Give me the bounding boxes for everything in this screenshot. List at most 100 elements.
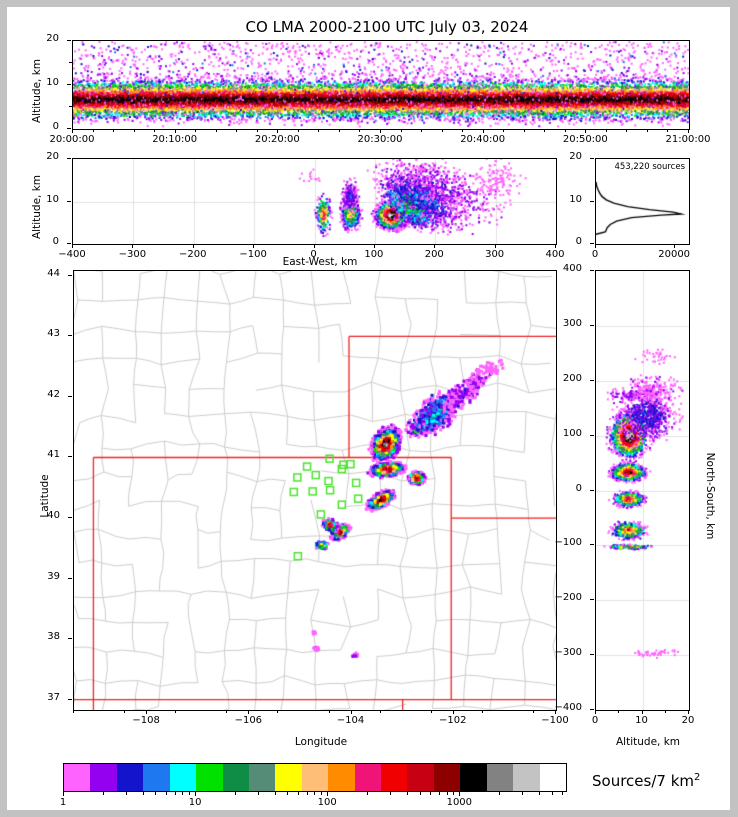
north-south-ylabel: North-South, km xyxy=(704,452,716,540)
colorbar-segment xyxy=(513,764,540,791)
tick-mark xyxy=(234,792,236,795)
colorbar-segment xyxy=(354,764,382,791)
tick-mark xyxy=(590,434,594,436)
tick-mark xyxy=(590,544,594,546)
tick-mark xyxy=(590,709,594,710)
colorbar-segment xyxy=(169,764,197,791)
tick-mark xyxy=(590,200,594,202)
x-tick-label: 20:50:00 xyxy=(562,134,608,145)
time-height-plot xyxy=(73,41,689,129)
tick-mark xyxy=(328,710,330,713)
y-tick-label: 200 xyxy=(562,372,582,384)
tick-mark xyxy=(421,129,423,132)
colorbar-segment xyxy=(90,764,117,791)
tick-mark xyxy=(400,129,402,132)
tick-mark xyxy=(146,710,148,714)
tick-mark xyxy=(446,792,448,795)
y-tick-label: 42 xyxy=(47,388,60,400)
tick-mark xyxy=(688,129,689,133)
y-tick-label: 37 xyxy=(47,691,60,703)
tick-mark xyxy=(287,792,289,795)
y-tick-label: 20 xyxy=(46,33,59,44)
x-tick-label: −106 xyxy=(234,715,263,726)
x-tick-label: −100 xyxy=(239,249,267,260)
tick-mark xyxy=(494,244,496,248)
tick-mark xyxy=(189,792,191,795)
tick-mark xyxy=(595,710,596,714)
colorbar-segment xyxy=(407,764,434,791)
tick-mark xyxy=(595,244,596,248)
y-tick-label: 0 xyxy=(52,121,59,132)
tick-mark xyxy=(538,792,540,795)
y-tick-label: 10 xyxy=(46,193,59,205)
x-tick-label: 20 xyxy=(681,715,695,726)
x-tick-label: −100 xyxy=(541,715,569,726)
x-tick-label: 20:00:00 xyxy=(49,134,95,145)
tick-mark xyxy=(452,710,454,714)
colorbar-tick-label: 1000 xyxy=(446,797,473,808)
figure-title: CO LMA 2000-2100 UTC July 03, 2024 xyxy=(245,18,529,36)
y-tick-label: 20 xyxy=(569,151,582,162)
tick-mark xyxy=(590,379,594,381)
tick-mark xyxy=(68,335,72,337)
tick-mark xyxy=(585,129,587,133)
tick-mark xyxy=(113,129,115,132)
y-tick-label: 0 xyxy=(575,236,582,247)
y-tick-label: 400 xyxy=(562,263,582,274)
y-tick-label: 20 xyxy=(46,151,59,162)
tick-mark xyxy=(327,792,329,796)
colorbar-label-sup: 2 xyxy=(694,772,701,783)
figure-page: CO LMA 2000-2100 UTC July 03, 2024 Altit… xyxy=(7,7,730,810)
tick-mark xyxy=(73,710,74,713)
x-tick-label: −300 xyxy=(118,249,147,260)
x-tick-label: 21:00:00 xyxy=(665,134,711,145)
colorbar-segment xyxy=(486,764,514,791)
tick-mark xyxy=(67,40,71,41)
y-tick-label: 44 xyxy=(47,267,60,279)
tick-mark xyxy=(590,654,594,656)
tick-mark xyxy=(459,792,461,796)
tick-mark xyxy=(68,638,72,640)
x-tick-label: −200 xyxy=(179,249,207,260)
tick-mark xyxy=(618,710,620,713)
colorbar-segment xyxy=(275,764,302,791)
tick-mark xyxy=(133,129,135,132)
tick-mark xyxy=(430,710,432,713)
tick-mark xyxy=(555,244,556,248)
tick-mark xyxy=(253,244,255,248)
x-tick-label: −400 xyxy=(58,249,86,260)
tick-mark xyxy=(590,599,594,601)
tick-mark xyxy=(126,792,128,795)
tick-mark xyxy=(182,792,184,795)
colorbar-segment xyxy=(64,764,91,791)
tick-mark xyxy=(174,129,176,133)
tick-mark xyxy=(641,710,643,714)
north-south-plot xyxy=(596,271,689,710)
colorbar-segment xyxy=(328,764,355,791)
tick-mark xyxy=(175,710,177,713)
tick-mark xyxy=(544,129,546,132)
tick-mark xyxy=(338,129,340,132)
tick-mark xyxy=(590,243,594,244)
y-tick-label: 0 xyxy=(52,236,59,247)
colorbar-segment xyxy=(433,764,461,791)
tick-mark xyxy=(674,244,676,248)
tick-mark xyxy=(646,129,648,132)
tick-mark xyxy=(154,129,156,132)
tick-mark xyxy=(297,792,299,795)
time-height-ylabel: Altitude, km xyxy=(31,58,43,124)
tick-mark xyxy=(313,244,315,248)
x-tick-label: 20:40:00 xyxy=(460,134,506,145)
y-tick-label: 10 xyxy=(569,193,582,205)
histogram-panel: 453,220 sources xyxy=(595,158,690,245)
tick-mark xyxy=(124,710,126,713)
colorbar-segment xyxy=(143,764,170,791)
tick-mark xyxy=(256,129,258,132)
colorbar-label: Sources/7 km xyxy=(592,772,694,790)
tick-mark xyxy=(215,129,217,132)
tick-mark xyxy=(481,710,483,713)
y-tick-label: −200 xyxy=(554,592,582,604)
tick-mark xyxy=(226,710,228,713)
x-tick-label: 20:20:00 xyxy=(254,134,300,145)
